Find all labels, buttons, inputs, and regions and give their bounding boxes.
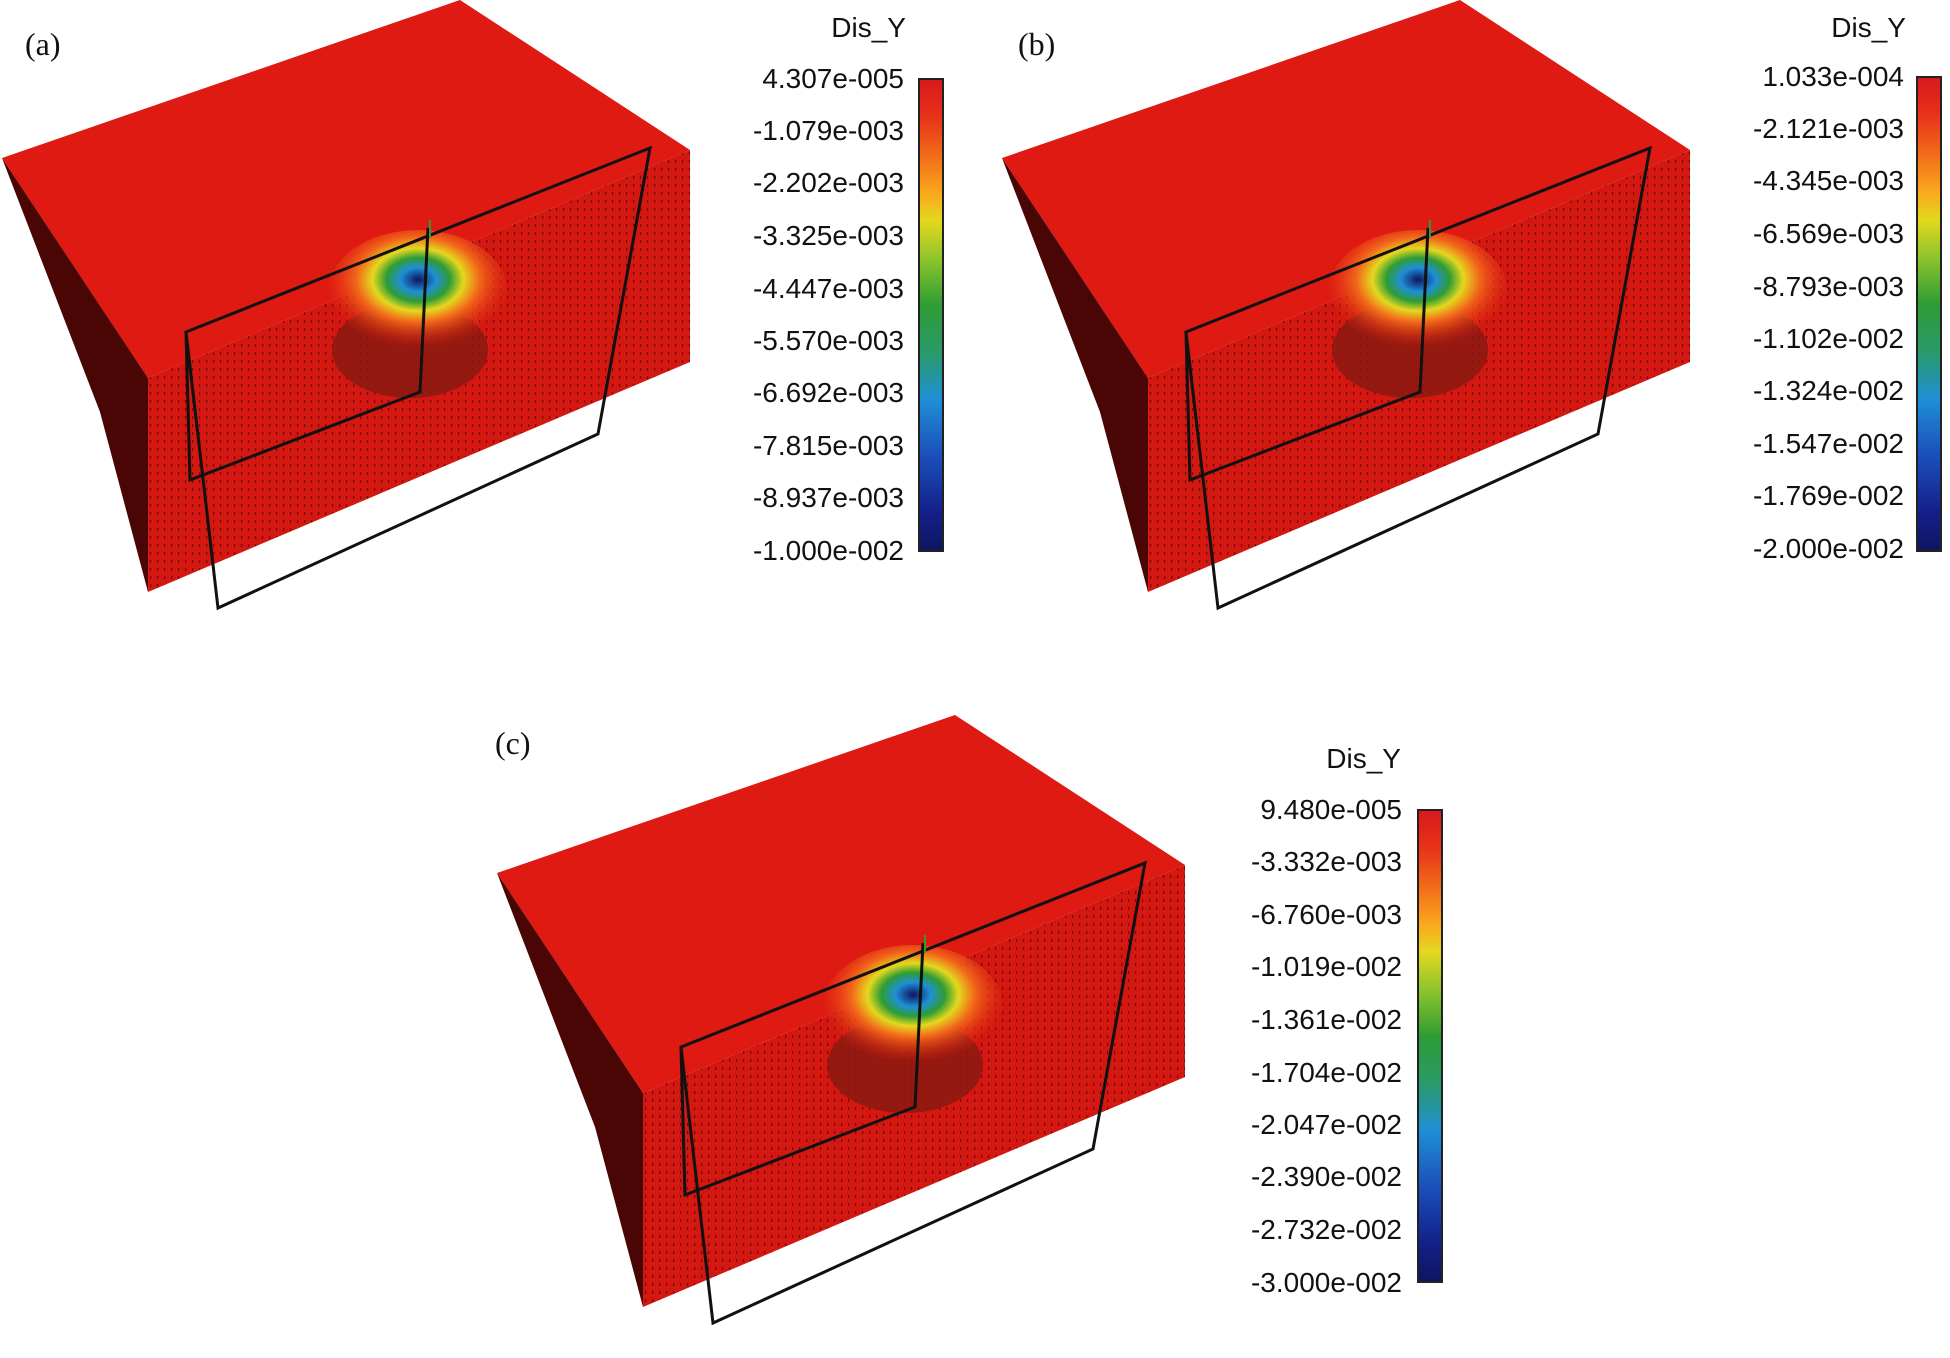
legend-tick: -2.732e-002 [1250, 1214, 1402, 1245]
section-plane-outline [184, 145, 652, 611]
legend-tick: -2.047e-002 [1250, 1109, 1402, 1140]
legend-tick: -3.325e-003 [752, 220, 904, 251]
legend-tick: -8.793e-003 [1752, 271, 1904, 302]
panel-label: (b) [1018, 26, 1056, 62]
legend-tick: -3.000e-002 [1250, 1267, 1402, 1298]
panel-c: (c) Dis_Y 9.480e-005 -3.332e-003 -6.760e… [495, 715, 1455, 1358]
block-top-face [497, 715, 1185, 1093]
section-plane-outline [1184, 145, 1652, 611]
panel-label: (c) [495, 725, 531, 761]
legend-tick: 9.480e-005 [1260, 794, 1402, 825]
legend-tick: -1.019e-002 [1250, 951, 1402, 982]
legend-tick: -1.704e-002 [1250, 1057, 1402, 1088]
legend-title: Dis_Y [1831, 12, 1906, 43]
legend-tick: -1.079e-003 [752, 115, 904, 146]
mesh-model-view [1002, 0, 1690, 611]
legend-tick: -3.332e-003 [1250, 846, 1402, 877]
block-side-face [2, 158, 148, 592]
legend-tick: -1.547e-002 [1752, 428, 1904, 459]
legend-tick: -6.569e-003 [1752, 218, 1904, 249]
panel-b: (b) Dis_Y 1.033e-004 -2.121e-003 -4.345e… [1000, 0, 1950, 640]
legend-tick: -1.769e-002 [1752, 480, 1904, 511]
legend-tick: 4.307e-005 [762, 63, 904, 94]
legend-tick: -1.102e-002 [1752, 323, 1904, 354]
displacement-plume [328, 230, 508, 354]
legend-tick: -4.447e-003 [752, 273, 904, 304]
block-side-face [497, 873, 643, 1307]
section-inner-outline [1184, 227, 1430, 483]
mesh-model-view [2, 0, 690, 611]
legend-tick: -1.361e-002 [1250, 1004, 1402, 1035]
legend-tick: -1.324e-002 [1752, 375, 1904, 406]
legend-title: Dis_Y [831, 12, 906, 43]
legend-tick: -2.000e-002 [1752, 533, 1904, 564]
legend-tick: -4.345e-003 [1752, 165, 1904, 196]
legend-tick: -5.570e-003 [752, 325, 904, 356]
displacement-plume [1328, 230, 1508, 354]
mesh-model-view [497, 715, 1185, 1326]
section-inner-outline [184, 227, 430, 483]
legend-tick: -6.760e-003 [1250, 899, 1402, 930]
legend-tick: -8.937e-003 [752, 482, 904, 513]
block-top-face [1002, 0, 1690, 378]
color-scale-bar [918, 78, 944, 552]
legend-tick: 1.033e-004 [1762, 61, 1904, 92]
color-scale-bar [1417, 809, 1443, 1283]
legend-tick: -2.121e-003 [1752, 113, 1904, 144]
block-side-face [1002, 158, 1148, 592]
legend-tick: -6.692e-003 [752, 377, 904, 408]
legend-tick: -2.390e-002 [1250, 1161, 1402, 1192]
block-top-face [2, 0, 690, 378]
section-inner-outline [679, 942, 925, 1198]
legend-tick: -7.815e-003 [752, 430, 904, 461]
panel-label: (a) [25, 26, 61, 62]
legend-title: Dis_Y [1326, 743, 1401, 774]
panel-a: (a) Dis_Y 4.307e-005 -1.079e-003 -2.202e… [0, 0, 960, 640]
legend-tick: -1.000e-002 [752, 535, 904, 566]
legend-tick: -2.202e-003 [752, 167, 904, 198]
color-scale-bar [1916, 76, 1942, 552]
section-plane-outline [679, 860, 1147, 1326]
displacement-plume [823, 945, 1003, 1069]
